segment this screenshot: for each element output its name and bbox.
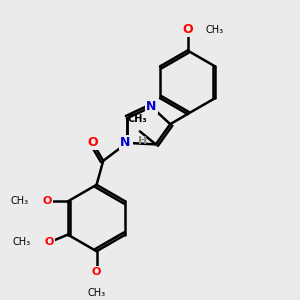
Text: O: O — [42, 196, 52, 206]
Text: O: O — [87, 136, 98, 148]
Text: N: N — [120, 136, 130, 149]
Text: O: O — [92, 267, 101, 277]
Text: N: N — [146, 100, 157, 113]
Text: S: S — [122, 136, 132, 150]
Text: CH₃: CH₃ — [127, 114, 147, 124]
Text: O: O — [182, 23, 193, 36]
Text: CH₃: CH₃ — [13, 237, 31, 248]
Text: O: O — [44, 237, 54, 248]
Text: H: H — [138, 136, 147, 146]
Text: CH₃: CH₃ — [206, 25, 224, 35]
Text: CH₃: CH₃ — [11, 196, 29, 206]
Text: CH₃: CH₃ — [88, 288, 106, 298]
